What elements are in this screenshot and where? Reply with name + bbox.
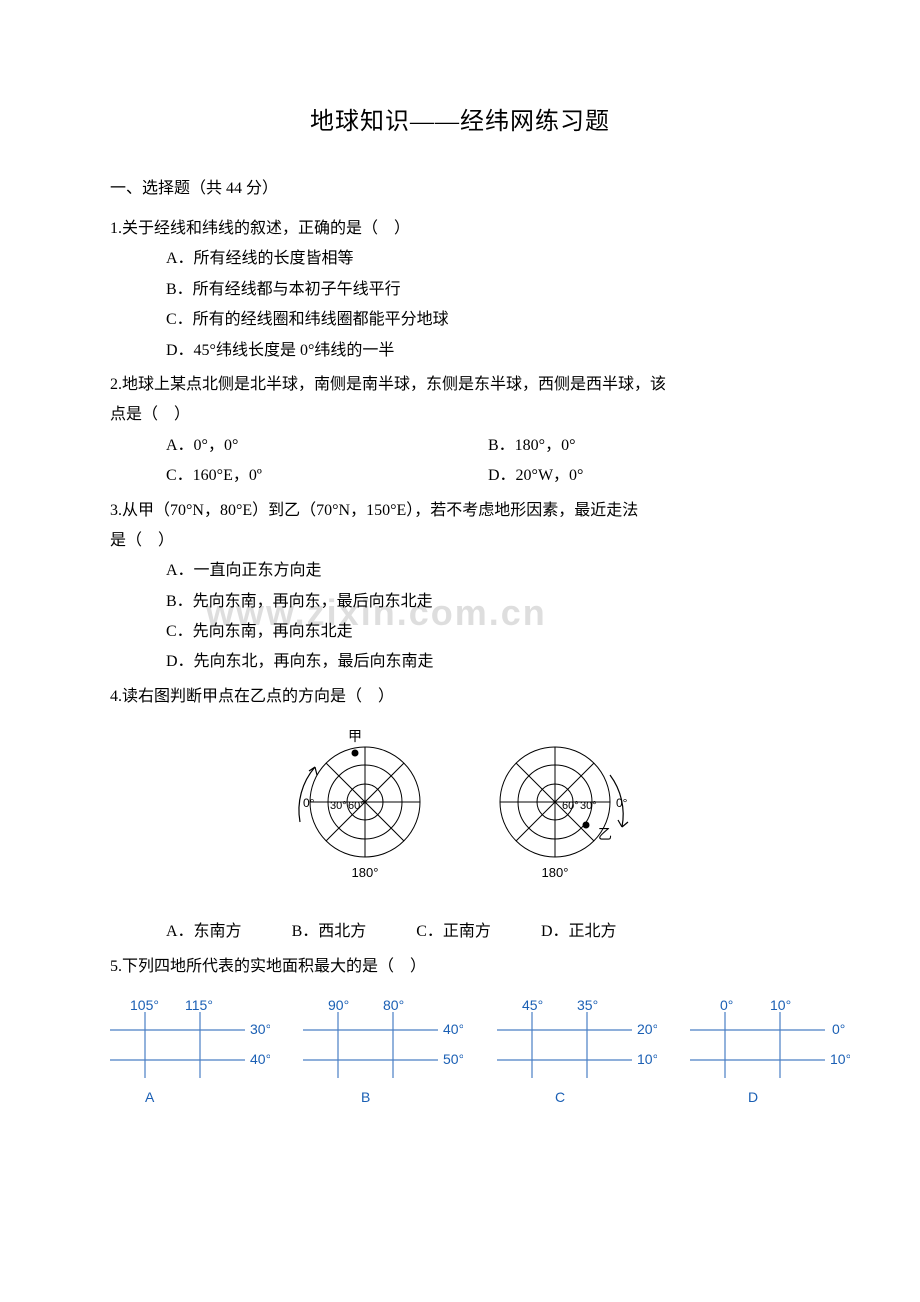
q4-opt-b: B．西北方: [292, 917, 367, 947]
svg-text:乙: 乙: [598, 827, 612, 843]
svg-text:10°: 10°: [830, 1051, 850, 1067]
section-header: 一、选择题（共 44 分）: [110, 174, 810, 204]
svg-text:45°: 45°: [522, 1000, 543, 1013]
q2-opt-d: D．20°W，0°: [488, 461, 810, 491]
q4-globe-left: 甲 0° 30° 60° 180°: [270, 727, 450, 887]
svg-text:甲: 甲: [348, 730, 362, 745]
svg-text:60°: 60°: [348, 800, 365, 812]
q1-stem: 1.关于经线和纬线的叙述，正确的是（ ）: [110, 214, 810, 244]
q3-opt-a: A．一直向正东方向走: [166, 556, 810, 586]
svg-text:105°: 105°: [130, 1000, 159, 1013]
svg-text:0°: 0°: [303, 796, 315, 810]
svg-text:0°: 0°: [832, 1021, 845, 1037]
q2-opt-b: B．180°，0°: [488, 431, 810, 461]
svg-text:40°: 40°: [250, 1051, 270, 1067]
q2-stem-line1: 2.地球上某点北侧是北半球，南侧是南半球，东侧是东半球，西侧是西半球，该: [110, 370, 810, 400]
q1-options: A．所有经线的长度皆相等 B．所有经线都与本初子午线平行 C．所有的经线圈和纬线…: [110, 244, 810, 366]
q5-stem: 5.下列四地所代表的实地面积最大的是（ ）: [110, 952, 810, 982]
svg-text:50°: 50°: [443, 1051, 463, 1067]
q1-opt-b: B．所有经线都与本初子午线平行: [166, 275, 810, 305]
svg-text:0°: 0°: [720, 1000, 733, 1013]
q4-globe-right: 乙 0° 60° 30° 180°: [470, 727, 650, 887]
svg-text:180°: 180°: [542, 865, 569, 880]
svg-text:30°: 30°: [250, 1021, 270, 1037]
question-3: 3.从甲（70°N，80°E）到乙（70°N，150°E），若不考虑地形因素，最…: [110, 496, 810, 678]
svg-text:30°: 30°: [580, 800, 597, 812]
svg-text:180°: 180°: [352, 865, 379, 880]
q4-stem: 4.读右图判断甲点在乙点的方向是（ ）: [110, 682, 810, 712]
svg-text:20°: 20°: [637, 1021, 657, 1037]
q3-opt-d: D．先向东北，再向东，最后向东南走: [166, 647, 810, 677]
svg-text:60°: 60°: [562, 800, 579, 812]
q2-options: A．0°，0° C．160°E，0º B．180°，0° D．20°W，0°: [110, 431, 810, 492]
q4-options: A．东南方 B．西北方 C．正南方 D．正北方: [110, 917, 810, 947]
document-title: 地球知识——经纬网练习题: [110, 100, 810, 146]
grid-b: 90° 80° 40° 50° B: [283, 1000, 463, 1115]
svg-text:40°: 40°: [443, 1021, 463, 1037]
question-5: 5.下列四地所代表的实地面积最大的是（ ） 105° 115° 30° 40° …: [110, 952, 810, 1115]
svg-text:80°: 80°: [383, 1000, 404, 1013]
question-1: 1.关于经线和纬线的叙述，正确的是（ ） A．所有经线的长度皆相等 B．所有经线…: [110, 214, 810, 366]
q1-opt-c: C．所有的经线圈和纬线圈都能平分地球: [166, 305, 810, 335]
svg-text:10°: 10°: [637, 1051, 657, 1067]
svg-text:35°: 35°: [577, 1000, 598, 1013]
svg-text:B: B: [361, 1089, 370, 1105]
grid-d: 0° 10° 0° 10° D: [670, 1000, 850, 1115]
q3-options: A．一直向正东方向走 B．先向东南，再向东，最后向东北走 www.zixin.c…: [110, 556, 810, 678]
q4-opt-a: A．东南方: [166, 917, 242, 947]
q1-opt-d: D．45°纬线长度是 0°纬线的一半: [166, 336, 810, 366]
grid-a: 105° 115° 30° 40° A: [90, 1000, 270, 1115]
q3-stem-line2: 是（ ）: [110, 526, 810, 556]
grid-c: 45° 35° 20° 10° C: [477, 1000, 657, 1115]
q3-opt-b: B．先向东南，再向东，最后向东北走: [166, 593, 433, 610]
svg-text:C: C: [555, 1089, 565, 1105]
q4-figure: 甲 0° 30° 60° 180° 乙: [110, 727, 810, 887]
q2-opt-c: C．160°E，0º: [166, 461, 488, 491]
q4-opt-d: D．正北方: [541, 917, 617, 947]
question-2: 2.地球上某点北侧是北半球，南侧是南半球，东侧是东半球，西侧是西半球，该 点是（…: [110, 370, 810, 492]
svg-text:10°: 10°: [770, 1000, 791, 1013]
q1-opt-a: A．所有经线的长度皆相等: [166, 244, 810, 274]
q5-grids: 105° 115° 30° 40° A 90° 80° 40° 50° B: [90, 1000, 850, 1115]
q3-opt-c: C．先向东南，再向东北走: [166, 617, 810, 647]
q4-opt-c: C．正南方: [416, 917, 491, 947]
svg-text:90°: 90°: [328, 1000, 349, 1013]
question-4: 4.读右图判断甲点在乙点的方向是（ ） 甲 0° 30° 60°: [110, 682, 810, 948]
svg-text:0°: 0°: [616, 796, 628, 810]
svg-text:A: A: [145, 1089, 155, 1105]
svg-text:D: D: [748, 1089, 758, 1105]
section-label: 一、选择题（共 44 分）: [110, 180, 278, 197]
q2-stem-line2: 点是（ ）: [110, 400, 810, 430]
svg-text:115°: 115°: [185, 1000, 213, 1013]
q2-opt-a: A．0°，0°: [166, 431, 488, 461]
svg-text:30°: 30°: [330, 800, 347, 812]
q3-stem-line1: 3.从甲（70°N，80°E）到乙（70°N，150°E），若不考虑地形因素，最…: [110, 496, 810, 526]
